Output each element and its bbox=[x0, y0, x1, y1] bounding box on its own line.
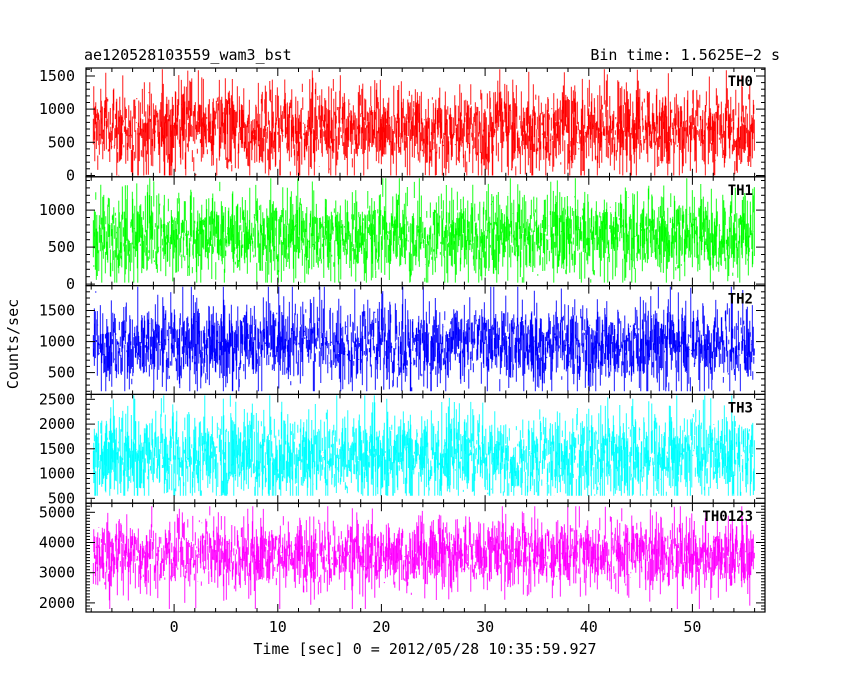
x-tick-label: 20 bbox=[372, 618, 390, 636]
chart-title-left: ae120528103559_wam3_bst bbox=[84, 46, 292, 64]
chart-title-right: Bin time: 1.5625E−2 s bbox=[590, 46, 780, 64]
y-axis-label: Counts/sec bbox=[4, 299, 22, 389]
y-tick-label-th0123: 5000 bbox=[39, 503, 75, 521]
y-tick-label-th0: 1000 bbox=[39, 100, 75, 118]
x-tick-label: 10 bbox=[269, 618, 287, 636]
y-tick-label-th1: 1000 bbox=[39, 201, 75, 219]
data-layer bbox=[92, 69, 755, 609]
y-tick-label-th3: 500 bbox=[48, 489, 75, 507]
y-tick-label-th1: 0 bbox=[66, 275, 75, 293]
y-tick-label-th0123: 3000 bbox=[39, 564, 75, 582]
panel-label-th2: TH2 bbox=[728, 292, 753, 308]
x-tick-label: 30 bbox=[476, 618, 494, 636]
series-trace-th2 bbox=[92, 286, 755, 392]
y-tick-label-th0123: 2000 bbox=[39, 594, 75, 612]
series-trace-th0123 bbox=[92, 506, 755, 609]
panel-label-th3: TH3 bbox=[728, 400, 753, 416]
series-trace-th3 bbox=[92, 395, 755, 496]
y-tick-label-th0: 0 bbox=[66, 167, 75, 185]
y-tick-label-th3: 2500 bbox=[39, 390, 75, 408]
y-tick-label-th3: 1000 bbox=[39, 465, 75, 483]
y-tick-label-th0: 500 bbox=[48, 133, 75, 151]
x-tick-label: 50 bbox=[683, 618, 701, 636]
y-tick-label-th0123: 4000 bbox=[39, 534, 75, 552]
series-trace-th0 bbox=[92, 69, 755, 176]
text-layer: ae120528103559_wam3_bst Bin time: 1.5625… bbox=[4, 46, 780, 658]
y-tick-label-th1: 500 bbox=[48, 238, 75, 256]
panel-label-th0: TH0 bbox=[728, 74, 753, 90]
x-axis-label: Time [sec] 0 = 2012/05/28 10:35:59.927 bbox=[253, 640, 596, 658]
y-tick-label-th2: 500 bbox=[48, 364, 75, 382]
panel-label-th1: TH1 bbox=[728, 183, 753, 199]
y-tick-label-th2: 1500 bbox=[39, 302, 75, 320]
y-tick-label-th2: 1000 bbox=[39, 333, 75, 351]
x-tick-label: 0 bbox=[170, 618, 179, 636]
y-tick-label-th3: 1500 bbox=[39, 440, 75, 458]
y-tick-label-th0: 1500 bbox=[39, 67, 75, 85]
y-tick-label-th3: 2000 bbox=[39, 415, 75, 433]
x-tick-label: 40 bbox=[580, 618, 598, 636]
series-trace-th1 bbox=[92, 178, 755, 283]
panel-label-th0123: TH0123 bbox=[702, 509, 753, 525]
frame-layer bbox=[85, 67, 766, 613]
